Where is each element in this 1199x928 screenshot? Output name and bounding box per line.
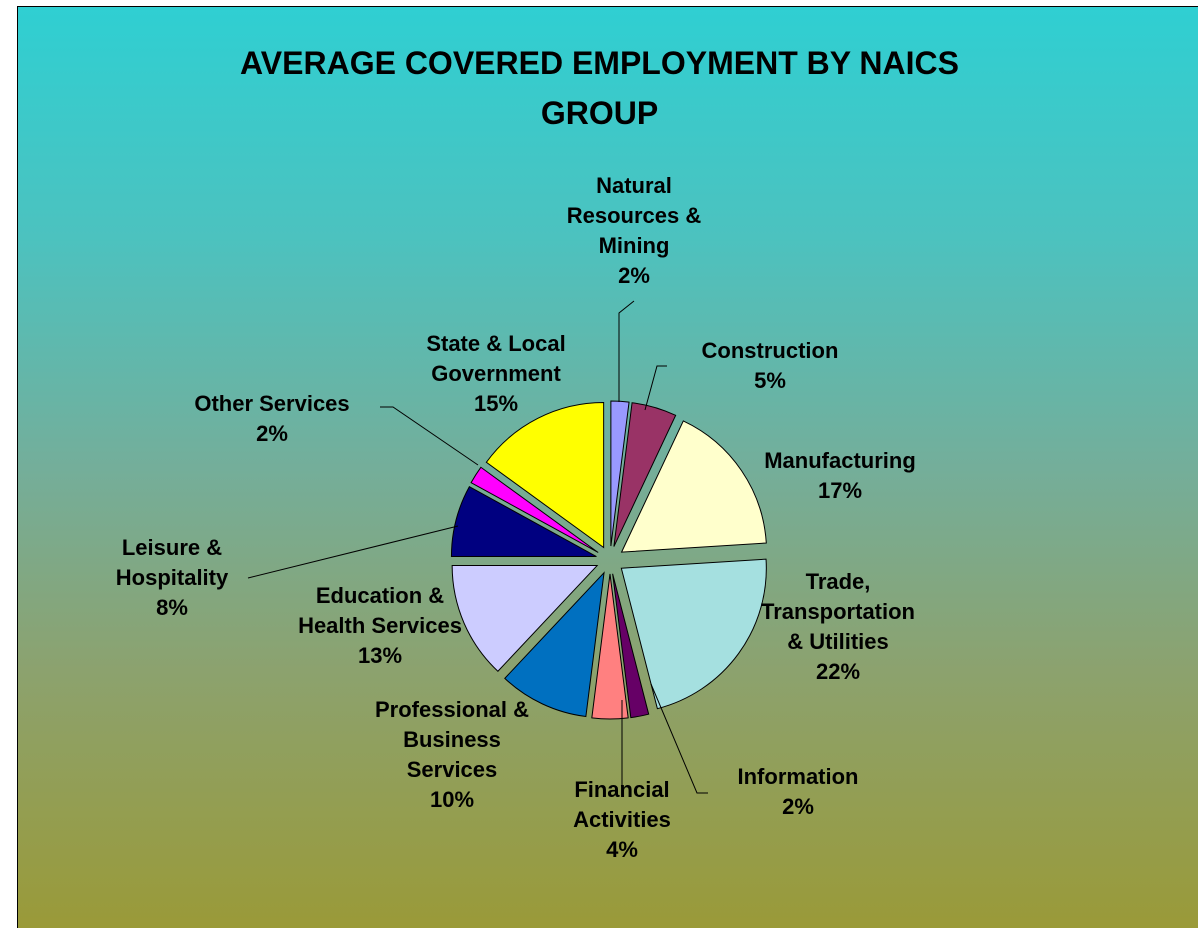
slice-label-manufacturing: Manufacturing 17% <box>764 448 916 503</box>
slice-label-line: 10% <box>430 787 474 812</box>
pie-slice-information <box>612 573 650 719</box>
slice-label-line: Services <box>407 757 498 782</box>
leader-line-natural-resources-mining <box>618 300 635 402</box>
slice-label-information: Information 2% <box>738 764 859 819</box>
slice-label-line: & Utilities <box>787 629 888 654</box>
slice-label-line: Financial <box>574 777 669 802</box>
slice-label-trade-transportation-utilities: Trade, Transportation & Utilities 22% <box>761 569 915 684</box>
slice-label-line: 2% <box>618 263 650 288</box>
pie-slice-education-health-services <box>451 565 599 672</box>
slice-label-line: Activities <box>573 807 671 832</box>
slice-label-other-services: Other Services 2% <box>194 391 349 446</box>
chart-title-line-2: GROUP <box>540 95 659 131</box>
slice-label-line: Other Services <box>194 391 349 416</box>
chart-title: AVERAGE COVERED EMPLOYMENT BY NAICS GROU… <box>0 38 1199 138</box>
slice-label-line: Natural <box>596 173 672 198</box>
slice-label-line: 2% <box>256 421 288 446</box>
slice-label-line: Hospitality <box>116 565 229 590</box>
slice-label-financial-activities: Financial Activities 4% <box>573 777 671 862</box>
pie-slice-professional-business-services <box>504 571 605 718</box>
slice-label-line: 22% <box>816 659 860 684</box>
leader-line-other-services <box>380 406 479 466</box>
slice-label-line: 17% <box>818 478 862 503</box>
pie-slice-state-local-government <box>485 402 605 549</box>
pie-slice-trade-transportation-utilities <box>620 558 767 710</box>
pie-slice-manufacturing <box>620 420 767 553</box>
slice-label-line: Mining <box>599 233 670 258</box>
chart-title-line-1: AVERAGE COVERED EMPLOYMENT BY NAICS <box>240 45 959 81</box>
slice-label-construction: Construction 5% <box>702 338 839 393</box>
pie-slice-financial-activities <box>591 573 629 720</box>
slice-label-line: 4% <box>606 837 638 862</box>
leader-line-leisure-hospitality <box>247 525 459 579</box>
slice-label-line: State & Local <box>426 331 565 356</box>
slice-label-leisure-hospitality: Leisure & Hospitality 8% <box>116 535 229 620</box>
slice-label-line: 8% <box>156 595 188 620</box>
pie-slice-natural-resources-mining <box>610 400 630 547</box>
slice-label-line: Trade, <box>806 569 871 594</box>
slice-label-line: Health Services <box>298 613 462 638</box>
slice-label-line: Manufacturing <box>764 448 916 473</box>
slice-label-line: 5% <box>754 368 786 393</box>
slice-label-line: Education & <box>316 583 444 608</box>
leader-line-information <box>650 683 708 794</box>
slice-label-line: Professional & <box>375 697 529 722</box>
slice-label-line: Business <box>403 727 501 752</box>
slice-label-line: 15% <box>474 391 518 416</box>
pie-slice-construction <box>613 402 677 547</box>
slice-label-line: Construction <box>702 338 839 363</box>
slice-label-line: 13% <box>358 643 402 668</box>
slice-label-line: Information <box>738 764 859 789</box>
leader-line-construction <box>644 365 667 411</box>
slice-label-line: Transportation <box>761 599 915 624</box>
pie-slice-leisure-hospitality <box>450 485 597 558</box>
slice-label-line: Resources & <box>567 203 702 228</box>
slice-label-line: Leisure & <box>122 535 222 560</box>
pie-slice-other-services <box>470 466 599 553</box>
slice-label-state-local-government: State & Local Government 15% <box>426 331 565 416</box>
slice-label-line: Government <box>431 361 561 386</box>
slice-label-natural-resources-mining: Natural Resources & Mining 2% <box>567 173 702 288</box>
chart-area <box>17 6 1198 928</box>
slice-label-education-health-services: Education & Health Services 13% <box>298 583 462 668</box>
slice-label-professional-business-services: Professional & Business Services 10% <box>375 697 529 812</box>
slice-label-line: 2% <box>782 794 814 819</box>
